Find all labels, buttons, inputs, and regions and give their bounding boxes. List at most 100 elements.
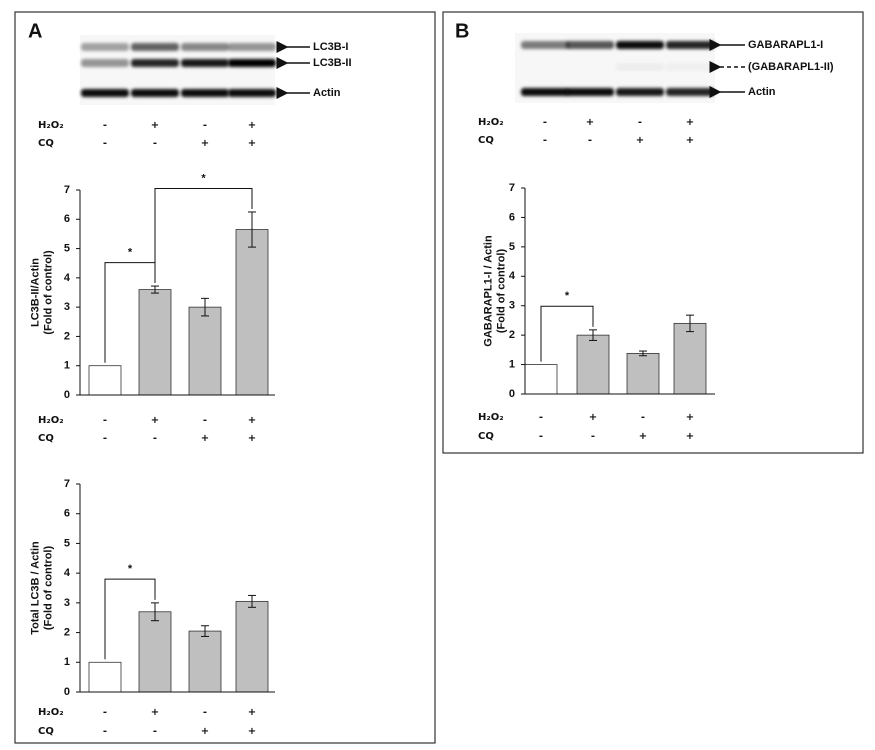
blot-band (228, 59, 276, 67)
condition-sign: - (539, 431, 543, 442)
bar (188, 306, 222, 396)
condition-label: H₂O₂ (478, 117, 504, 128)
condition-sign: - (103, 120, 107, 131)
y-tick-label: 6 (64, 508, 70, 520)
blot-band (181, 59, 229, 67)
condition-sign: - (588, 135, 592, 146)
bar (235, 600, 269, 693)
blot-band (566, 88, 614, 96)
y-tick-label: 5 (509, 241, 515, 253)
condition-sign: + (686, 135, 694, 146)
y-tick-label: 4 (509, 270, 516, 282)
blot-label: Actin (313, 87, 341, 99)
y-axis-label: (Fold of control) (42, 546, 54, 631)
condition-sign: - (638, 117, 642, 128)
blot-label: Actin (748, 86, 776, 98)
condition-sign: + (151, 120, 159, 131)
bar (138, 289, 172, 396)
y-tick-label: 2 (64, 626, 70, 638)
condition-sign: - (641, 412, 645, 423)
condition-sign: - (153, 726, 157, 737)
condition-label: H₂O₂ (38, 707, 64, 718)
y-tick-label: 4 (64, 272, 71, 284)
significance-bracket (104, 578, 156, 660)
bar (188, 630, 222, 693)
bar (88, 365, 122, 396)
condition-label: CQ (478, 135, 494, 146)
y-tick-label: 3 (64, 597, 70, 609)
blot-band (666, 63, 714, 71)
condition-sign: + (248, 707, 256, 718)
y-tick-label: 7 (64, 478, 70, 490)
condition-sign: + (639, 431, 647, 442)
significance-label: * (128, 247, 133, 259)
significance-label: * (565, 290, 570, 302)
condition-label: CQ (38, 726, 54, 737)
blot-band (616, 63, 664, 71)
blot-band (521, 88, 569, 96)
condition-label: H₂O₂ (38, 120, 64, 131)
y-tick-label: 1 (64, 656, 70, 668)
significance-bracket (154, 188, 253, 284)
blot-band (566, 41, 614, 49)
y-tick-label: 7 (509, 182, 515, 194)
significance-label: * (201, 172, 206, 184)
condition-sign: - (103, 433, 107, 444)
y-axis-label: GABARAPL1-I / Actin (482, 235, 494, 347)
panel-frame (14, 11, 436, 744)
condition-sign: + (151, 415, 159, 426)
condition-sign: + (248, 433, 256, 444)
y-tick-label: 0 (64, 389, 70, 401)
significance-bracket (540, 305, 594, 362)
panel-frame (442, 11, 864, 454)
blot-label: GABARAPL1-I (748, 39, 823, 51)
condition-sign: - (103, 726, 107, 737)
y-tick-label: 0 (509, 388, 515, 400)
bar (524, 364, 558, 395)
condition-sign: + (151, 707, 159, 718)
blot-band (181, 43, 229, 51)
condition-label: CQ (38, 433, 54, 444)
y-tick-label: 2 (64, 330, 70, 342)
y-tick-label: 3 (64, 301, 70, 313)
blot-label: (GABARAPL1-II) (748, 61, 834, 73)
condition-sign: - (103, 707, 107, 718)
condition-sign: + (636, 135, 644, 146)
bar (576, 334, 610, 395)
condition-sign: + (201, 726, 209, 737)
condition-sign: - (203, 120, 207, 131)
y-tick-label: 1 (509, 358, 515, 370)
blot-band (616, 41, 664, 49)
blot-band (81, 43, 129, 51)
panel-label: B (455, 20, 469, 42)
bar (673, 322, 707, 395)
y-axis-label: LC3B-II/Actin (29, 258, 41, 327)
blot-band (521, 41, 569, 49)
condition-sign: + (201, 433, 209, 444)
condition-sign: + (248, 726, 256, 737)
y-tick-label: 1 (64, 360, 70, 372)
blot-band (131, 43, 179, 51)
condition-sign: - (103, 138, 107, 149)
bar (138, 611, 172, 693)
blot-band (81, 59, 129, 67)
condition-sign: + (248, 415, 256, 426)
condition-label: H₂O₂ (478, 412, 504, 423)
blot-band (131, 89, 179, 97)
condition-sign: - (539, 412, 543, 423)
condition-sign: - (203, 415, 207, 426)
y-axis-label: Total LC3B / Actin (29, 541, 41, 635)
y-tick-label: 7 (64, 184, 70, 196)
y-tick-label: 3 (509, 300, 515, 312)
condition-sign: + (248, 120, 256, 131)
blot-band (131, 59, 179, 67)
y-axis-label: (Fold of control) (495, 249, 507, 334)
blot-band (616, 88, 664, 96)
blot-band (666, 88, 714, 96)
condition-sign: + (686, 117, 694, 128)
blot-band (228, 43, 276, 51)
y-tick-label: 6 (509, 211, 515, 223)
condition-sign: - (543, 135, 547, 146)
condition-label: CQ (38, 138, 54, 149)
